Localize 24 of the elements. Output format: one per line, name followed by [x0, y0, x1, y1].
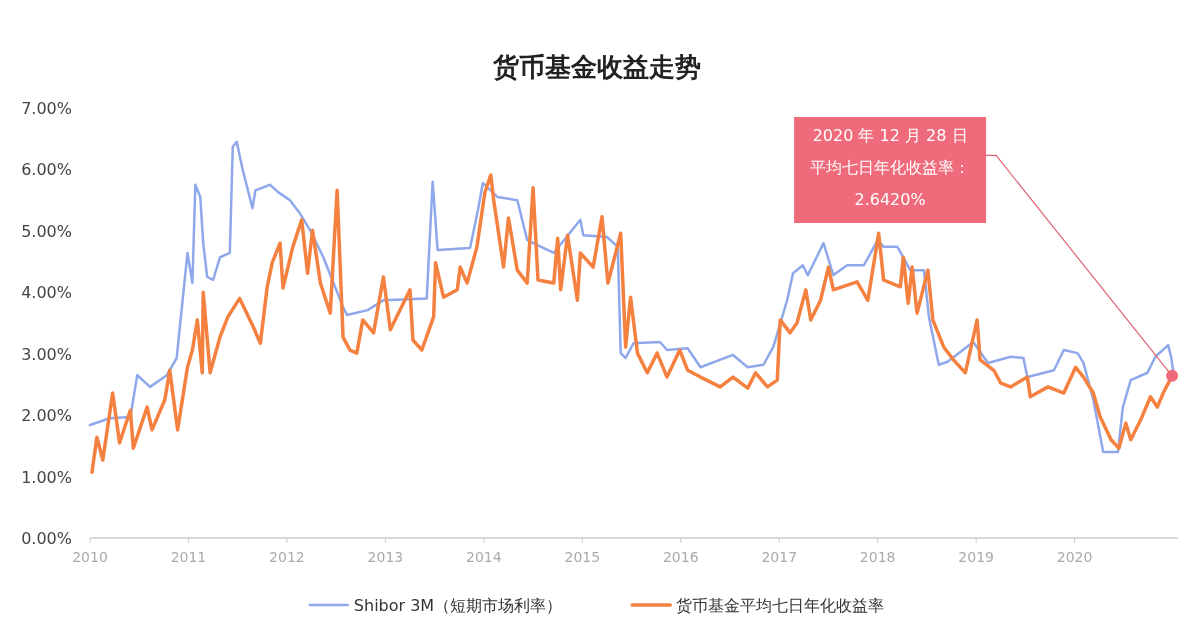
y-tick-label: 4.00% — [21, 283, 72, 303]
y-tick-label: 5.00% — [21, 221, 72, 241]
x-tick-label: 2015 — [564, 549, 601, 565]
legend-label: 货币基金平均七日年化收益率 — [676, 596, 885, 615]
y-tick-label: 0.00% — [21, 529, 72, 548]
x-tick-label: 2018 — [859, 549, 896, 565]
x-tick-label: 2017 — [761, 549, 798, 565]
y-tick-label: 3.00% — [21, 344, 72, 364]
annotation: 2020 年 12 月 28 日平均七日年化收益率：2.6420% — [794, 117, 987, 223]
x-tick-label: 2016 — [662, 549, 699, 565]
y-tick-label: 6.00% — [21, 160, 72, 180]
legend-label: Shibor 3M（短期市场利率） — [353, 596, 563, 615]
x-tick-label: 2013 — [367, 549, 404, 565]
x-tick-label: 2012 — [269, 549, 305, 565]
x-tick-label: 2010 — [72, 549, 108, 565]
y-tick-label: 1.00% — [21, 467, 72, 487]
chart-title: 货币基金收益走势 — [492, 52, 701, 82]
y-tick-label: 7.00% — [21, 99, 72, 118]
annotation: 2020 年 12 月 28 日平均七日年化收益率：2.6420% — [810, 126, 971, 209]
x-tick-label: 2011 — [170, 549, 207, 565]
x-tick-label: 2020 — [1056, 549, 1093, 565]
x-tick-label: 2014 — [466, 549, 502, 565]
y-tick-label: 2.00% — [21, 406, 72, 426]
x-tick-label: 2019 — [958, 549, 994, 565]
